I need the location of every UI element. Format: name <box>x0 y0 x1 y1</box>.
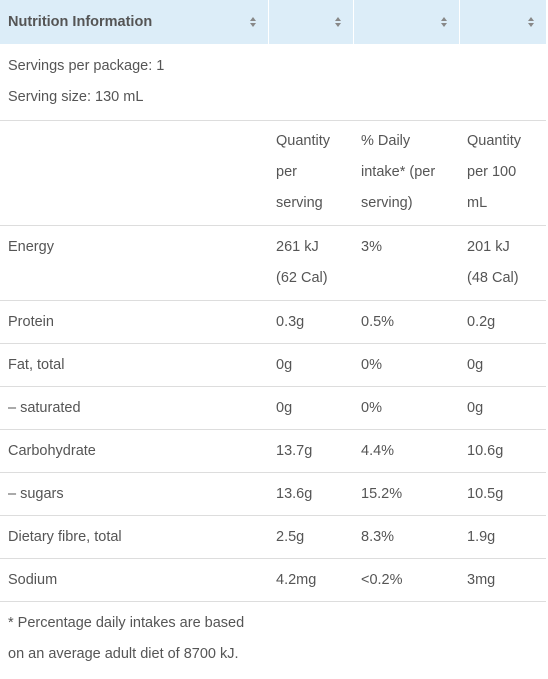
per-serving-value: 261 kJ (62 Cal) <box>268 225 353 301</box>
heading-line: mL <box>467 195 488 211</box>
daily-intake-value: 4.4% <box>353 429 459 473</box>
servings-per-package: Servings per package: 1 <box>8 58 165 74</box>
per-100-value: 201 kJ (48 Cal) <box>459 225 546 301</box>
per-serving-value: 0.3g <box>268 300 353 344</box>
per-serving-value: 2.5g <box>268 515 353 559</box>
heading-line: intake* (per <box>361 164 436 180</box>
column-header-3[interactable] <box>353 0 460 44</box>
per-serving-value: 0g <box>268 386 353 430</box>
nutrient-label: Sodium <box>0 558 268 602</box>
daily-intake-value: 0.5% <box>353 300 459 344</box>
heading-daily-intake: % Daily intake* (per serving) <box>353 120 459 226</box>
per-serving-value: 13.7g <box>268 429 353 473</box>
sort-icon[interactable] <box>527 16 536 28</box>
per-serving-value: 4.2mg <box>268 558 353 602</box>
per-100-value: 0g <box>459 343 546 387</box>
daily-intake-value: <0.2% <box>353 558 459 602</box>
energy-kj: 261 kJ <box>276 239 319 255</box>
empty-cell <box>0 120 268 226</box>
nutrient-label: Energy <box>0 225 268 301</box>
table-header-row: Nutrition Information <box>0 0 547 44</box>
table-row: – sugars 13.6g 15.2% 10.5g <box>0 472 546 516</box>
nutrient-label: Fat, total <box>0 343 268 387</box>
heading-line: serving <box>276 195 323 211</box>
per-100-value: 10.6g <box>459 429 546 473</box>
sort-icon[interactable] <box>440 16 449 28</box>
table-row-footnote: * Percentage daily intakes are based on … <box>0 601 546 674</box>
table-row-servings: Servings per package: 1 Serving size: 13… <box>0 44 546 121</box>
column-header-nutrition-information[interactable]: Nutrition Information <box>0 0 269 44</box>
footnote-line: * Percentage daily intakes are based <box>8 615 245 631</box>
servings-cell: Servings per package: 1 Serving size: 13… <box>0 44 546 121</box>
table-row: Sodium 4.2mg <0.2% 3mg <box>0 558 546 602</box>
column-header-2[interactable] <box>268 0 354 44</box>
column-header-label: Nutrition Information <box>8 14 153 30</box>
nutrient-label: Dietary fibre, total <box>0 515 268 559</box>
table-row-column-headings: Quantity per serving % Daily intake* (pe… <box>0 120 546 226</box>
heading-line: % Daily <box>361 133 411 149</box>
nutrient-label: Carbohydrate <box>0 429 268 473</box>
table-row-energy: Energy 261 kJ (62 Cal) 3% 201 kJ (48 Cal… <box>0 225 546 301</box>
table-row: – saturated 0g 0% 0g <box>0 386 546 430</box>
nutrient-label: – sugars <box>0 472 268 516</box>
heading-line: per 100 <box>467 164 517 180</box>
heading-per-100: Quantity per 100 mL <box>459 120 546 226</box>
footnote-line: on an average adult diet of 8700 kJ. <box>8 646 239 662</box>
energy-cal: (48 Cal) <box>467 270 519 286</box>
footnote: * Percentage daily intakes are based on … <box>0 601 546 674</box>
daily-intake-value: 15.2% <box>353 472 459 516</box>
daily-intake-value: 3% <box>353 225 459 301</box>
nutrient-label: – saturated <box>0 386 268 430</box>
heading-line: Quantity <box>276 133 330 149</box>
nutrient-label: Protein <box>0 300 268 344</box>
per-serving-value: 13.6g <box>268 472 353 516</box>
per-100-value: 0g <box>459 386 546 430</box>
energy-kj: 201 kJ <box>467 239 510 255</box>
table-row: Protein 0.3g 0.5% 0.2g <box>0 300 546 344</box>
daily-intake-value: 0% <box>353 343 459 387</box>
serving-size: Serving size: 130 mL <box>8 89 144 105</box>
column-header-4[interactable] <box>459 0 547 44</box>
per-100-value: 0.2g <box>459 300 546 344</box>
table-row: Fat, total 0g 0% 0g <box>0 343 546 387</box>
energy-cal: (62 Cal) <box>276 270 328 286</box>
heading-per-serving: Quantity per serving <box>268 120 353 226</box>
daily-intake-value: 0% <box>353 386 459 430</box>
table-row: Carbohydrate 13.7g 4.4% 10.6g <box>0 429 546 473</box>
sort-icon[interactable] <box>249 16 258 28</box>
per-100-value: 3mg <box>459 558 546 602</box>
daily-intake-value: 8.3% <box>353 515 459 559</box>
heading-line: per <box>276 164 297 180</box>
sort-icon[interactable] <box>334 16 343 28</box>
heading-line: serving) <box>361 195 413 211</box>
table-row: Dietary fibre, total 2.5g 8.3% 1.9g <box>0 515 546 559</box>
heading-line: Quantity <box>467 133 521 149</box>
per-serving-value: 0g <box>268 343 353 387</box>
per-100-value: 10.5g <box>459 472 546 516</box>
per-100-value: 1.9g <box>459 515 546 559</box>
